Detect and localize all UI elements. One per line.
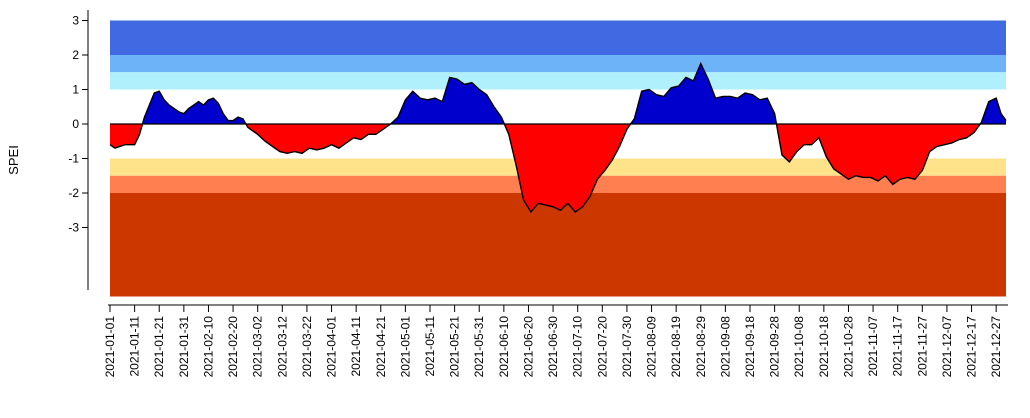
- y-tick-label: -1: [68, 152, 79, 166]
- negative-area: [110, 124, 1006, 212]
- x-tick-label: 2021-10-28: [841, 316, 855, 378]
- x-tick-label: 2021-10-08: [792, 316, 806, 378]
- y-tick-label: 0: [72, 117, 79, 131]
- y-tick-label: -3: [68, 221, 79, 235]
- x-tick-label: 2021-12-07: [940, 316, 954, 378]
- x-tick-label: 2021-12-17: [965, 316, 979, 378]
- x-tick-label: 2021-08-19: [669, 316, 683, 378]
- x-tick-label: 2021-09-28: [768, 316, 782, 378]
- x-tick-label: 2021-01-21: [152, 316, 166, 378]
- x-tick-label: 2021-11-27: [915, 316, 929, 377]
- x-tick-label: 2021-07-10: [571, 316, 585, 378]
- y-ticks: 3 2 1 0 -1 -2 -3: [68, 14, 88, 235]
- band-1: [110, 55, 1006, 73]
- band-5: [110, 193, 1006, 297]
- x-tick-label: 2021-01-01: [103, 316, 117, 378]
- x-tick-label: 2021-04-21: [374, 316, 388, 378]
- spei-line-group: [109, 61, 1007, 214]
- x-tick-label: 2021-02-10: [201, 316, 215, 378]
- x-tick-label: 2021-07-30: [620, 316, 634, 378]
- x-tick-label: 2021-09-18: [743, 316, 757, 378]
- x-tick-label: 2021-09-08: [718, 316, 732, 378]
- x-tick-label: 2021-04-11: [349, 316, 363, 377]
- band-0: [110, 20, 1006, 55]
- x-tick-label: 2021-11-07: [866, 316, 880, 377]
- x-tick-label: 2021-06-30: [546, 316, 560, 378]
- y-tick-label: 3: [72, 14, 79, 28]
- y-tick-label: -2: [68, 186, 79, 200]
- x-ticks: 2021-01-01 2021-01-11 2021-01-21 2021-01-31…: [103, 305, 1003, 377]
- x-tick-label: 2021-05-21: [448, 316, 462, 378]
- positive-area: [110, 63, 1006, 124]
- x-tick-label: 2021-03-12: [275, 316, 289, 378]
- band-2: [110, 72, 1006, 90]
- x-tick-label: 2021-05-31: [472, 316, 486, 378]
- x-tick-label: 2021-07-20: [595, 316, 609, 378]
- x-tick-label: 2021-01-31: [177, 316, 191, 378]
- x-tick-label: 2021-05-01: [398, 316, 412, 378]
- y-tick-label: 1: [72, 83, 79, 97]
- x-tick-label: 2021-08-29: [694, 316, 708, 378]
- x-tick-label: 2021-11-17: [891, 316, 905, 377]
- spei-line: [109, 61, 1007, 214]
- x-tick-label: 2021-08-09: [645, 316, 659, 378]
- x-tick-label: 2021-04-01: [325, 316, 339, 378]
- x-tick-label: 2021-10-18: [817, 316, 831, 378]
- category-bands: [110, 20, 1006, 297]
- x-tick-label: 2021-03-22: [300, 316, 314, 378]
- x-tick-label: 2021-06-20: [521, 316, 535, 378]
- x-tick-label: 2021-02-20: [226, 316, 240, 378]
- x-tick-label: 2021-12-27: [989, 316, 1003, 378]
- x-tick-label: 2021-01-11: [128, 316, 142, 377]
- x-tick-label: 2021-05-11: [423, 316, 437, 377]
- x-tick-label: 2021-03-02: [251, 316, 265, 378]
- spei-fill: [110, 63, 1006, 212]
- y-axis-title: SPEI: [6, 145, 21, 175]
- x-tick-label: 2021-06-10: [497, 316, 511, 378]
- y-tick-label: 2: [72, 48, 79, 62]
